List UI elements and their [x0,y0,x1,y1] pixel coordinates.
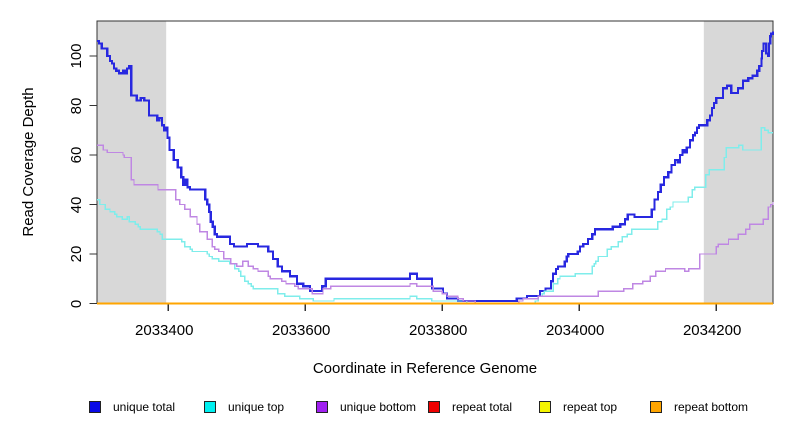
x-tick-label: 2034000 [545,322,605,339]
legend-swatch-unique-bottom [316,401,328,413]
x-tick-label: 2033800 [408,322,468,339]
x-axis-title: Coordinate in Reference Genome [312,360,538,377]
legend-item-repeat-total: repeat total [428,400,512,414]
legend-label: unique total [113,400,176,414]
legend-label: unique top [228,400,285,414]
legend-item-unique-top: unique top [204,400,284,414]
legend-swatch-unique-total [89,401,101,413]
legend-item-unique-bottom: unique bottom [316,400,416,414]
series-line-unique-total [97,31,775,303]
legend-label: repeat top [563,400,618,414]
x-tick-label: 2034200 [682,322,742,339]
legend-item-repeat-bottom: repeat bottom [650,400,748,414]
legend-label: repeat bottom [674,400,749,414]
plot-border [96,20,774,304]
legend-label: unique bottom [340,400,417,414]
legend-item-repeat-top: repeat top [539,400,617,414]
legend-swatch-repeat-total [428,401,440,413]
series-line-unique-top [97,127,773,305]
legend-label: repeat total [452,400,513,414]
shaded-region [703,21,773,304]
legend-swatch-repeat-top [539,401,551,413]
legend-swatch-unique-top [204,401,216,413]
x-tick-label: 2033400 [135,322,194,339]
y-tick-label: 100 [68,43,85,69]
series-line-unique-bottom [97,144,774,305]
legend-swatch-repeat-bottom [650,401,662,413]
x-tick-label: 2033600 [272,322,331,339]
y-axis-title: Read Coverage Depth [20,87,37,237]
legend-item-unique-total: unique total [89,400,175,414]
